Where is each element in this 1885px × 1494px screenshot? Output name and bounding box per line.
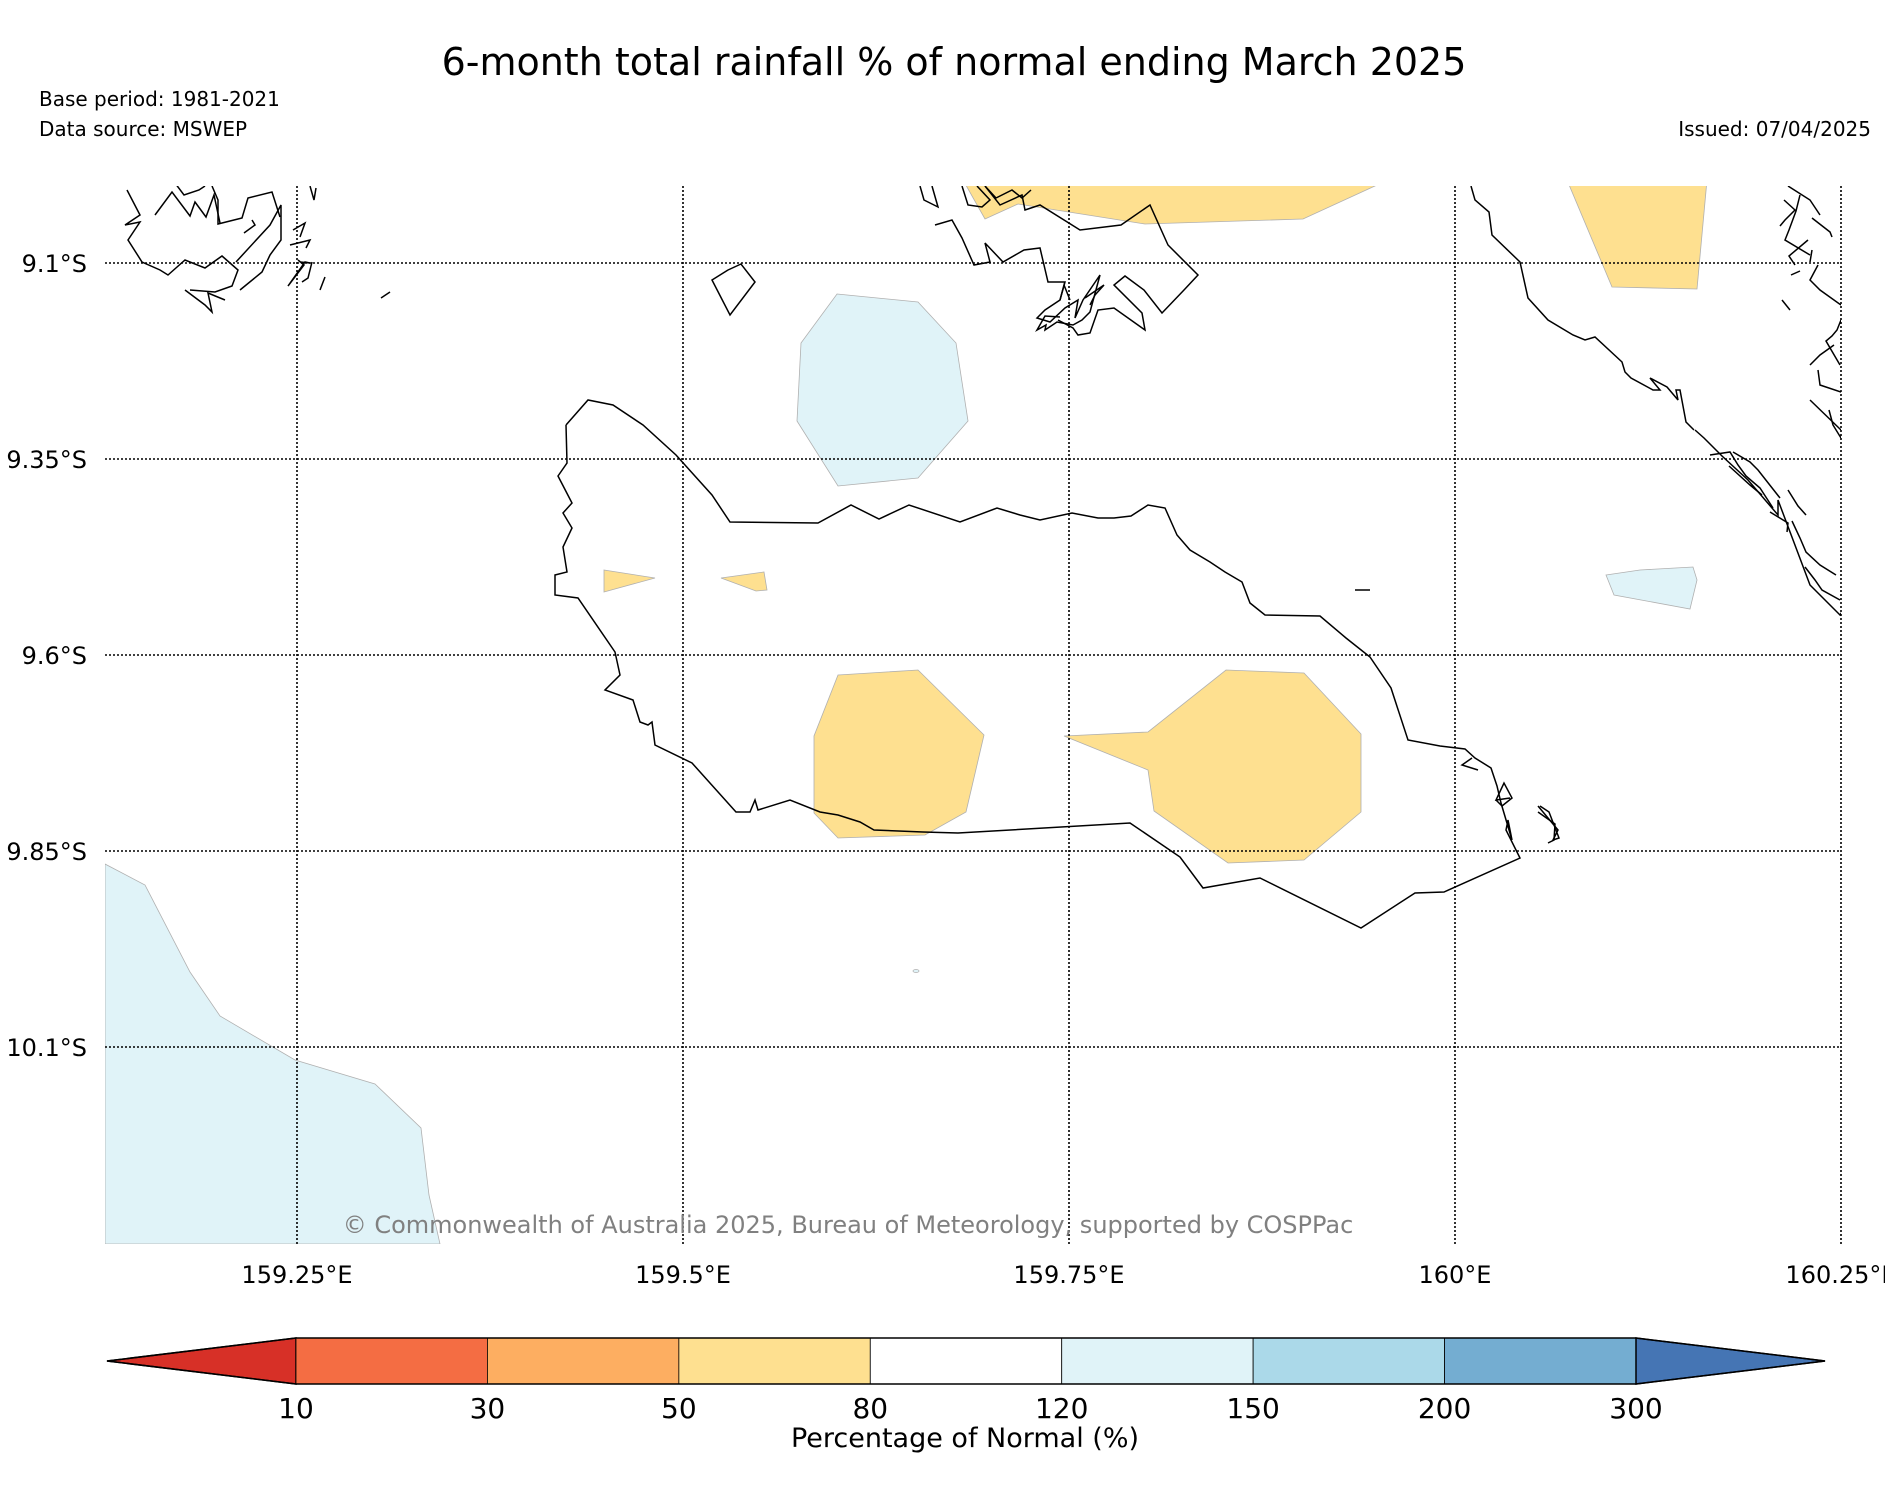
colorbar-segment xyxy=(1444,1337,1637,1385)
lat-tick-label: 9.1°S xyxy=(22,250,87,278)
colorbar-tick-label: 50 xyxy=(661,1392,697,1425)
above-normal-areas xyxy=(105,293,1698,1244)
lon-tick-label: 159.5°E xyxy=(635,1261,731,1289)
lat-tick-label: 9.6°S xyxy=(22,642,87,670)
colorbar-extend-high xyxy=(1635,1337,1826,1385)
lon-tick-label: 159.25°E xyxy=(241,1261,352,1289)
colorbar-tick-label: 80 xyxy=(852,1392,888,1425)
lat-tick-label: 9.85°S xyxy=(6,838,87,866)
lat-tick-label: 10.1°S xyxy=(6,1034,87,1062)
lon-tick-label: 160.25°E xyxy=(1785,1261,1885,1289)
colorbar-tick-label: 120 xyxy=(1035,1392,1088,1425)
lon-tick-label: 159.75°E xyxy=(1013,1261,1124,1289)
lat-tick-label: 9.35°S xyxy=(6,446,87,474)
colorbar-segment xyxy=(1061,1337,1254,1385)
colorbar-segment xyxy=(869,1337,1063,1385)
map-panel: 9.1°S 9.35°S 9.6°S 9.85°S 10.1°S 159.25°E 159… xyxy=(6,186,1885,1289)
colorbar-tick-label: 150 xyxy=(1226,1392,1279,1425)
colorbar-tick-label: 30 xyxy=(470,1392,506,1425)
data-source: Data source: MSWEP xyxy=(39,117,247,141)
colorbar: 10 30 50 80 120 150 200 300 xyxy=(106,1337,1826,1425)
latitude-labels: 9.1°S 9.35°S 9.6°S 9.85°S 10.1°S xyxy=(6,250,87,1062)
colorbar-tick-label: 200 xyxy=(1418,1392,1471,1425)
colorbar-segment xyxy=(1252,1337,1445,1385)
map-title: 6-month total rainfall % of normal endin… xyxy=(442,40,1467,84)
copyright-notice: © Commonwealth of Australia 2025, Bureau… xyxy=(343,1211,1354,1239)
colorbar-segment xyxy=(295,1337,488,1385)
longitude-labels: 159.25°E159.5°E159.75°E160°E160.25°E160.… xyxy=(241,1261,1885,1289)
colorbar-title: Percentage of Normal (%) xyxy=(791,1423,1139,1454)
coastlines xyxy=(124,186,1841,929)
colorbar-tick-label: 300 xyxy=(1609,1392,1662,1425)
colorbar-segment xyxy=(487,1337,680,1385)
colorbar-outline xyxy=(106,1337,1826,1385)
base-period: Base period: 1981-2021 xyxy=(39,87,280,111)
colorbar-segment xyxy=(678,1337,871,1385)
issued-date: Issued: 07/04/2025 xyxy=(1678,117,1871,141)
below-normal-areas xyxy=(603,186,1707,864)
graticule xyxy=(105,186,1842,1244)
colorbar-extend-low xyxy=(106,1337,297,1385)
colorbar-tick-label: 10 xyxy=(278,1392,314,1425)
lon-tick-label: 160°E xyxy=(1419,1261,1492,1289)
